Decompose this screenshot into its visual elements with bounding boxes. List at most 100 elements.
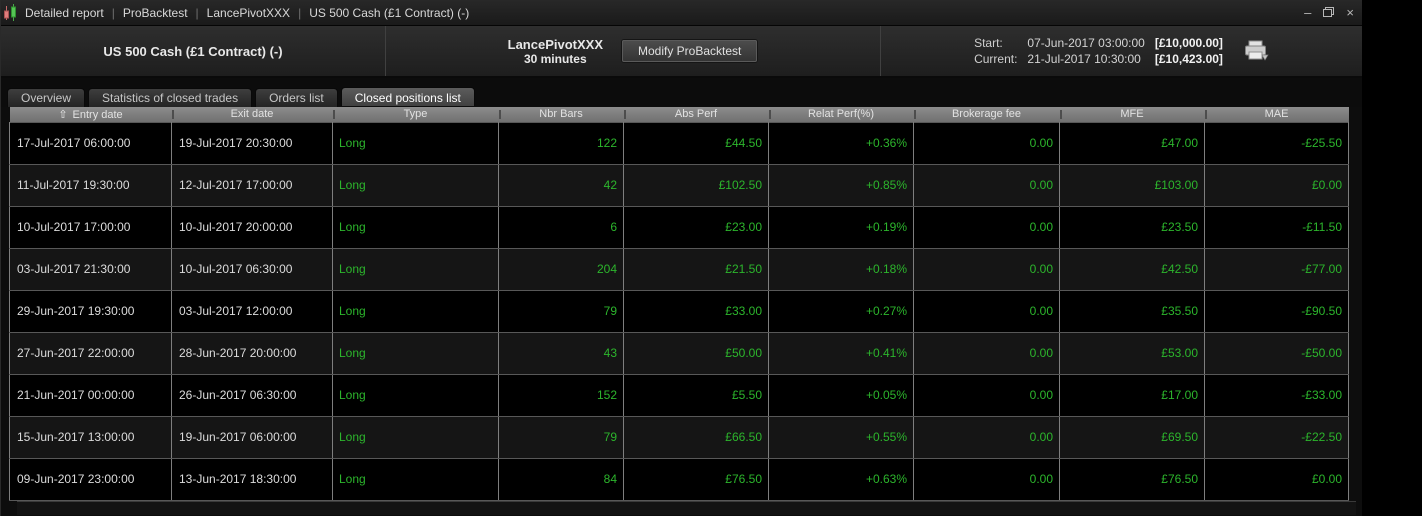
- position-row[interactable]: 11-Jul-2017 19:30:00 12-Jul-2017 17:00:00…: [9, 163, 1349, 207]
- title-segment: Detailed report: [25, 5, 104, 20]
- cell-entry-date: 15-Jun-2017 13:00:00: [9, 415, 172, 459]
- cell-mfe: £23.50: [1059, 205, 1205, 249]
- cell-mfe: £42.50: [1059, 247, 1205, 291]
- cell-relat-perf: +0.63%: [768, 457, 914, 501]
- cell-entry-date: 11-Jul-2017 19:30:00: [9, 163, 172, 207]
- cell-nbr-bars: 43: [498, 331, 624, 375]
- instrument-section: US 500 Cash (£1 Contract) (-): [1, 26, 386, 76]
- modify-probacktest-button[interactable]: Modify ProBacktest: [621, 39, 759, 63]
- cell-mae: -£90.50: [1204, 289, 1349, 333]
- title-separator: |: [195, 5, 199, 20]
- cell-brokerage-fee: 0.00: [913, 121, 1060, 165]
- position-row[interactable]: 03-Jul-2017 21:30:00 10-Jul-2017 06:30:00…: [9, 247, 1349, 291]
- table-header-row: ⇧ Entry date Exit date Type Nbr Bars Abs Perf…: [9, 107, 1349, 122]
- cell-mae: -£11.50: [1204, 205, 1349, 249]
- title-bar[interactable]: Detailed report | ProBacktest | LancePivotXX…: [1, 0, 1362, 26]
- title-segment: US 500 Cash (£1 Contract) (-): [309, 5, 470, 20]
- cell-abs-perf: £66.50: [623, 415, 769, 459]
- window-controls: – ×: [1304, 6, 1354, 19]
- cell-relat-perf: +0.18%: [768, 247, 914, 291]
- cell-entry-date: 21-Jun-2017 00:00:00: [9, 373, 172, 417]
- cell-entry-date: 27-Jun-2017 22:00:00: [9, 331, 172, 375]
- minimize-button[interactable]: –: [1304, 5, 1312, 20]
- position-row[interactable]: 09-Jun-2017 23:00:00 13-Jun-2017 18:30:00…: [9, 457, 1349, 501]
- cell-mae: -£22.50: [1204, 415, 1349, 459]
- cell-relat-perf: +0.36%: [768, 121, 914, 165]
- cell-relat-perf: +0.55%: [768, 415, 914, 459]
- cell-brokerage-fee: 0.00: [913, 457, 1060, 501]
- column-header-exit-date[interactable]: Exit date: [171, 107, 333, 122]
- cell-abs-perf: £5.50: [623, 373, 769, 417]
- cell-brokerage-fee: 0.00: [913, 289, 1060, 333]
- column-header-brokerage-fee[interactable]: Brokerage fee: [913, 107, 1060, 122]
- position-row[interactable]: 29-Jun-2017 19:30:00 03-Jul-2017 12:00:00…: [9, 289, 1349, 333]
- positions-tbody: 17-Jul-2017 06:00:00 19-Jul-2017 20:30:00…: [9, 121, 1349, 501]
- cell-nbr-bars: 122: [498, 121, 624, 165]
- cell-abs-perf: £50.00: [623, 331, 769, 375]
- cell-nbr-bars: 6: [498, 205, 624, 249]
- cell-nbr-bars: 84: [498, 457, 624, 501]
- restore-button[interactable]: [1323, 6, 1335, 19]
- cell-mfe: £76.50: [1059, 457, 1205, 501]
- position-row[interactable]: 17-Jul-2017 06:00:00 19-Jul-2017 20:30:00…: [9, 121, 1349, 165]
- cell-nbr-bars: 152: [498, 373, 624, 417]
- current-date: 21-Jul-2017 10:30:00: [1027, 52, 1141, 66]
- column-header-nbr-bars[interactable]: Nbr Bars: [498, 107, 624, 122]
- cell-entry-date: 29-Jun-2017 19:30:00: [9, 289, 172, 333]
- close-button[interactable]: ×: [1346, 5, 1354, 20]
- cell-type: Long: [332, 331, 499, 375]
- cell-exit-date: 26-Jun-2017 06:30:00: [171, 373, 333, 417]
- cell-brokerage-fee: 0.00: [913, 331, 1060, 375]
- cell-brokerage-fee: 0.00: [913, 415, 1060, 459]
- closed-positions-panel: ⇧ Entry date Exit date Type Nbr Bars Abs Perf…: [9, 107, 1356, 515]
- system-block: LancePivotXXX 30 minutes: [508, 37, 603, 66]
- position-row[interactable]: 10-Jul-2017 17:00:00 10-Jul-2017 20:00:00…: [9, 205, 1349, 249]
- column-header-abs-perf[interactable]: Abs Perf: [623, 107, 769, 122]
- position-row[interactable]: 27-Jun-2017 22:00:00 28-Jun-2017 20:00:00…: [9, 331, 1349, 375]
- cell-type: Long: [332, 163, 499, 207]
- current-amount: [£10,423.00]: [1154, 52, 1223, 66]
- tab-closed-positions-list[interactable]: Closed positions list: [340, 87, 475, 106]
- candlestick-icon: [4, 4, 16, 21]
- cell-mae: £0.00: [1204, 163, 1349, 207]
- column-header-type[interactable]: Type: [332, 107, 499, 122]
- cell-nbr-bars: 204: [498, 247, 624, 291]
- header-band: US 500 Cash (£1 Contract) (-) LancePivot…: [1, 26, 1362, 78]
- tab-overview[interactable]: Overview: [7, 88, 86, 107]
- start-label: Start:: [974, 36, 1003, 50]
- cell-abs-perf: £33.00: [623, 289, 769, 333]
- start-date: 07-Jun-2017 03:00:00: [1027, 36, 1145, 50]
- cell-type: Long: [332, 289, 499, 333]
- column-header-mae[interactable]: MAE: [1204, 107, 1349, 122]
- cell-exit-date: 13-Jun-2017 18:30:00: [171, 457, 333, 501]
- cell-mfe: £53.00: [1059, 331, 1205, 375]
- cell-exit-date: 28-Jun-2017 20:00:00: [171, 331, 333, 375]
- column-header-relat-perf[interactable]: Relat Perf(%): [768, 107, 914, 122]
- cell-brokerage-fee: 0.00: [913, 163, 1060, 207]
- cell-brokerage-fee: 0.00: [913, 205, 1060, 249]
- cell-exit-date: 10-Jul-2017 06:30:00: [171, 247, 333, 291]
- cell-nbr-bars: 42: [498, 163, 624, 207]
- system-name: LancePivotXXX: [507, 36, 603, 52]
- cell-nbr-bars: 79: [498, 415, 624, 459]
- cell-type: Long: [332, 373, 499, 417]
- column-header-entry-date[interactable]: ⇧ Entry date: [9, 107, 172, 122]
- cell-exit-date: 19-Jun-2017 06:00:00: [171, 415, 333, 459]
- cell-entry-date: 09-Jun-2017 23:00:00: [9, 457, 172, 501]
- cell-mfe: £17.00: [1059, 373, 1205, 417]
- column-header-mfe[interactable]: MFE: [1059, 107, 1205, 122]
- cell-abs-perf: £44.50: [623, 121, 769, 165]
- position-row[interactable]: 21-Jun-2017 00:00:00 26-Jun-2017 06:30:00…: [9, 373, 1349, 417]
- printer-icon[interactable]: [1243, 40, 1269, 62]
- cell-mae: -£33.00: [1204, 373, 1349, 417]
- cell-abs-perf: £102.50: [623, 163, 769, 207]
- tab-orders-list[interactable]: Orders list: [255, 88, 338, 107]
- cell-entry-date: 17-Jul-2017 06:00:00: [9, 121, 172, 165]
- cell-brokerage-fee: 0.00: [913, 247, 1060, 291]
- cell-mfe: £103.00: [1059, 163, 1205, 207]
- cell-type: Long: [332, 247, 499, 291]
- position-row[interactable]: 15-Jun-2017 13:00:00 19-Jun-2017 06:00:00…: [9, 415, 1349, 459]
- cell-mae: -£25.50: [1204, 121, 1349, 165]
- tab-statistics-of-closed-trades[interactable]: Statistics of closed trades: [88, 88, 253, 107]
- cell-type: Long: [332, 205, 499, 249]
